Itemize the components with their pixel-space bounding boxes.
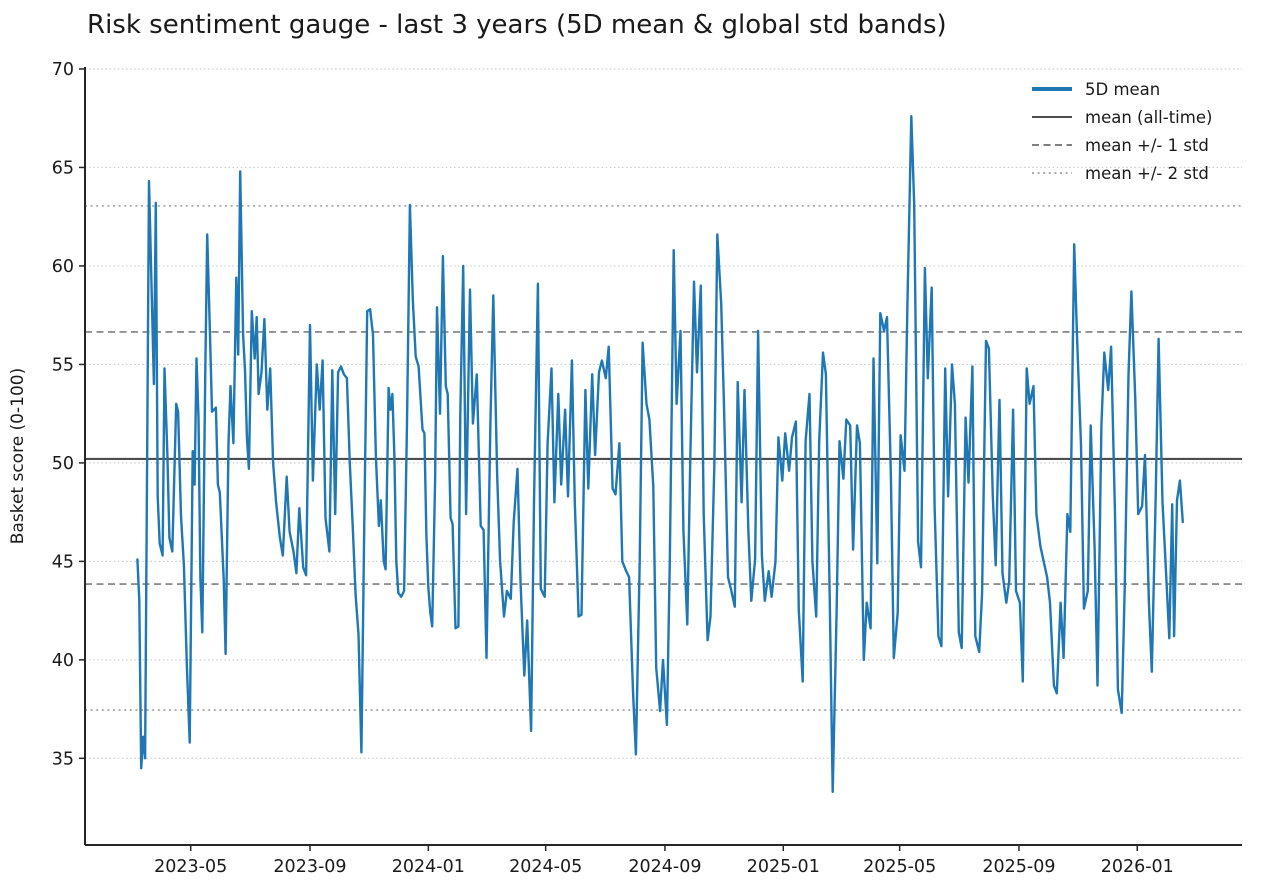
y-tick-label: 40 — [52, 651, 74, 671]
chart-title: Risk sentiment gauge - last 3 years (5D … — [87, 10, 947, 40]
x-tick-label: 2025-09 — [982, 857, 1055, 877]
x-tick-label: 2026-01 — [1101, 857, 1174, 877]
y-tick-label: 60 — [52, 257, 74, 277]
legend-label: 5D mean — [1085, 80, 1160, 99]
y-tick-label: 50 — [52, 454, 74, 474]
y-tick-label: 65 — [52, 158, 74, 178]
x-tick-label: 2024-05 — [509, 857, 582, 877]
y-tick-label: 70 — [52, 60, 74, 80]
x-tick-label: 2025-05 — [863, 857, 936, 877]
legend-label: mean +/- 1 std — [1085, 136, 1209, 155]
y-tick-label: 45 — [52, 552, 74, 572]
x-tick-label: 2024-01 — [392, 857, 465, 877]
x-tick-label: 2023-05 — [154, 857, 227, 877]
x-tick-label: 2024-09 — [628, 857, 701, 877]
legend-label: mean +/- 2 std — [1085, 164, 1209, 183]
y-axis-label: Basket score (0-100) — [8, 367, 28, 545]
x-tick-label: 2023-09 — [273, 857, 346, 877]
y-tick-label: 55 — [52, 355, 74, 375]
legend-label: mean (all-time) — [1085, 108, 1212, 127]
series-5d-mean-line — [136, 115, 1184, 793]
x-tick-label: 2025-01 — [747, 857, 820, 877]
y-tick-label: 35 — [52, 749, 74, 769]
